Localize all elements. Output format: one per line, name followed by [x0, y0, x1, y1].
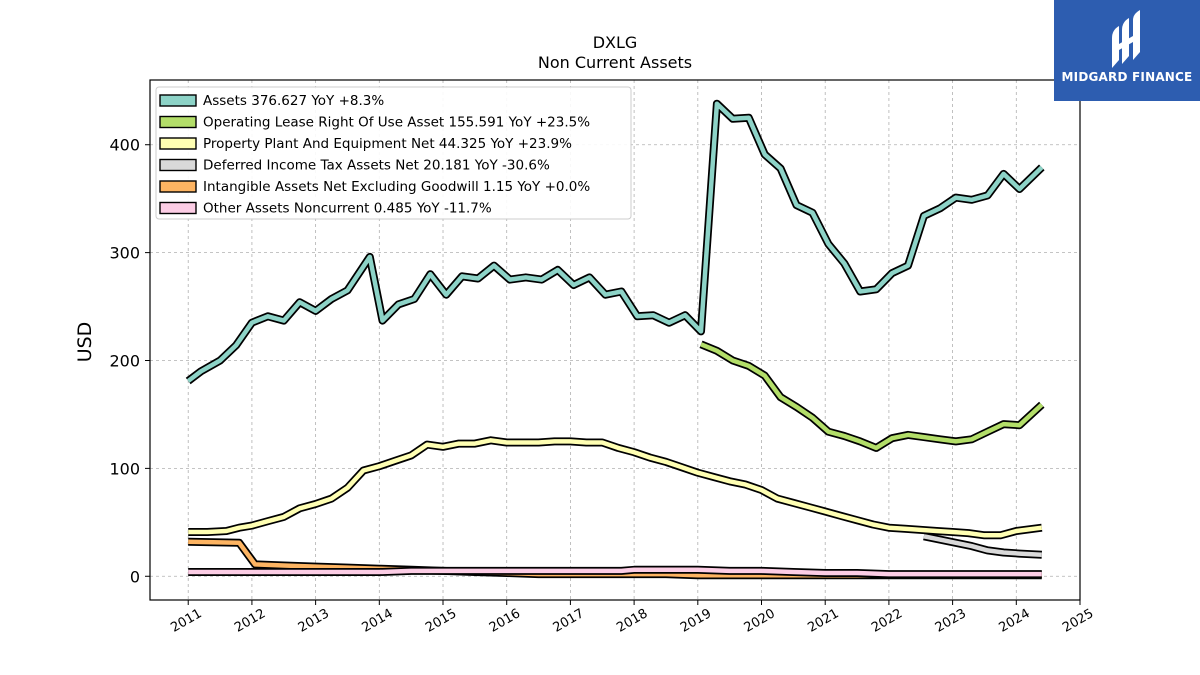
legend-label: Deferred Income Tax Assets Net 20.181 Yo…	[203, 158, 550, 174]
chart-title: DXLG	[593, 33, 638, 52]
y-axis-label: USD	[74, 322, 96, 363]
legend-label: Intangible Assets Net Excluding Goodwill…	[203, 179, 590, 195]
x-tick-label: 2012	[232, 606, 268, 636]
y-tick-label: 0	[130, 567, 140, 586]
series-line	[700, 342, 1044, 451]
legend-label: Assets 376.627 YoY +8.3%	[203, 93, 384, 109]
legend-label: Other Assets Noncurrent 0.485 YoY -11.7%	[203, 201, 492, 217]
midgard-finance-logo: MIDGARD FINANCE	[1054, 0, 1200, 101]
x-tick-label: 2017	[551, 606, 587, 636]
x-tick-label: 2022	[869, 606, 905, 636]
x-tick-label: 2014	[359, 606, 395, 636]
legend-swatch	[159, 115, 197, 129]
y-tick-label: 400	[109, 136, 140, 155]
logo-text: MIDGARD FINANCE	[1061, 70, 1193, 84]
legend-box	[155, 86, 632, 220]
midgard-logo-icon	[1112, 10, 1140, 68]
x-tick-label: 2023	[933, 606, 969, 636]
x-tick-label: 2024	[996, 606, 1032, 636]
legend-label: Property Plant And Equipment Net 44.325 …	[203, 136, 572, 152]
x-tick-label: 2019	[678, 606, 714, 636]
series-line	[923, 534, 1042, 557]
legend-swatch	[159, 180, 197, 193]
x-tick-label: 2020	[742, 606, 778, 636]
legend-swatch	[159, 94, 197, 107]
legend-label: Operating Lease Right Of Use Asset 155.5…	[203, 115, 590, 131]
x-tick-label: 2018	[614, 606, 650, 636]
legend-swatch	[159, 158, 197, 172]
series-line	[188, 567, 1042, 577]
legend-swatch	[159, 137, 197, 150]
chart-subtitle: Non Current Assets	[538, 53, 692, 72]
y-tick-label: 200	[109, 351, 140, 370]
x-tick-label: 2025	[1060, 606, 1096, 636]
series-outline	[188, 436, 1043, 540]
x-tick-label: 2021	[805, 606, 841, 636]
y-tick-label: 100	[109, 459, 140, 478]
y-tick-label: 300	[109, 244, 140, 263]
plot-frame	[149, 79, 1081, 601]
legend-swatch	[159, 201, 197, 215]
series-lines	[185, 99, 1045, 580]
x-tick-label: 2016	[487, 606, 523, 636]
x-tick-label: 2011	[168, 606, 204, 636]
x-tick-label: 2015	[423, 606, 459, 636]
legend: Assets 376.627 YoY +8.3% Operating Lease …	[155, 86, 632, 220]
x-tick-label: 2013	[296, 606, 332, 636]
series-line	[188, 438, 1043, 538]
series-line	[186, 101, 1044, 383]
